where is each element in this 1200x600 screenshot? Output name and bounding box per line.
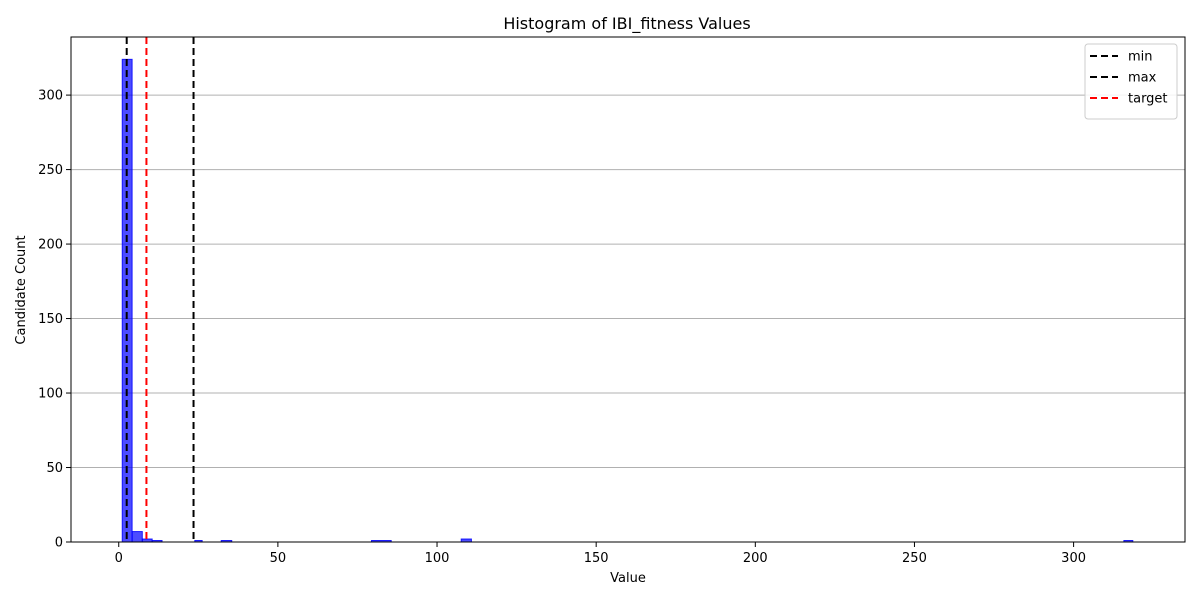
histogram-bars (121, 58, 1134, 543)
y-tick-label: 250 (38, 163, 63, 178)
legend: min max target (1084, 43, 1178, 120)
grid-lines (71, 94, 1185, 469)
x-tick-label: 0 (115, 551, 123, 566)
x-tick-label: 150 (584, 551, 609, 566)
x-tick-label: 250 (902, 551, 927, 566)
y-tick-label: 300 (38, 89, 63, 104)
x-tick-label: 100 (425, 551, 450, 566)
y-axis-ticks: 0 50 100 150 200 250 300 (38, 89, 71, 551)
x-tick-label: 50 (270, 551, 287, 566)
legend-label: max (1128, 71, 1157, 86)
x-tick-label: 300 (1061, 551, 1086, 566)
histogram-bar (131, 531, 143, 543)
x-tick-label: 200 (743, 551, 768, 566)
chart-title: Histogram of IBI_fitness Values (503, 14, 750, 34)
legend-label: target (1128, 92, 1168, 107)
plot-frame (70, 36, 1186, 543)
legend-label: min (1128, 50, 1153, 65)
x-axis-label: Value (610, 571, 646, 586)
x-axis-ticks: 0 50 100 150 200 250 300 (115, 542, 1086, 566)
y-tick-label: 150 (38, 312, 63, 327)
y-tick-label: 50 (46, 461, 63, 476)
reference-lines (125, 37, 195, 542)
y-tick-label: 0 (55, 536, 63, 551)
y-tick-label: 200 (38, 238, 63, 253)
y-tick-label: 100 (38, 387, 63, 402)
y-axis-label: Candidate Count (14, 235, 29, 344)
legend-box (1084, 43, 1178, 120)
